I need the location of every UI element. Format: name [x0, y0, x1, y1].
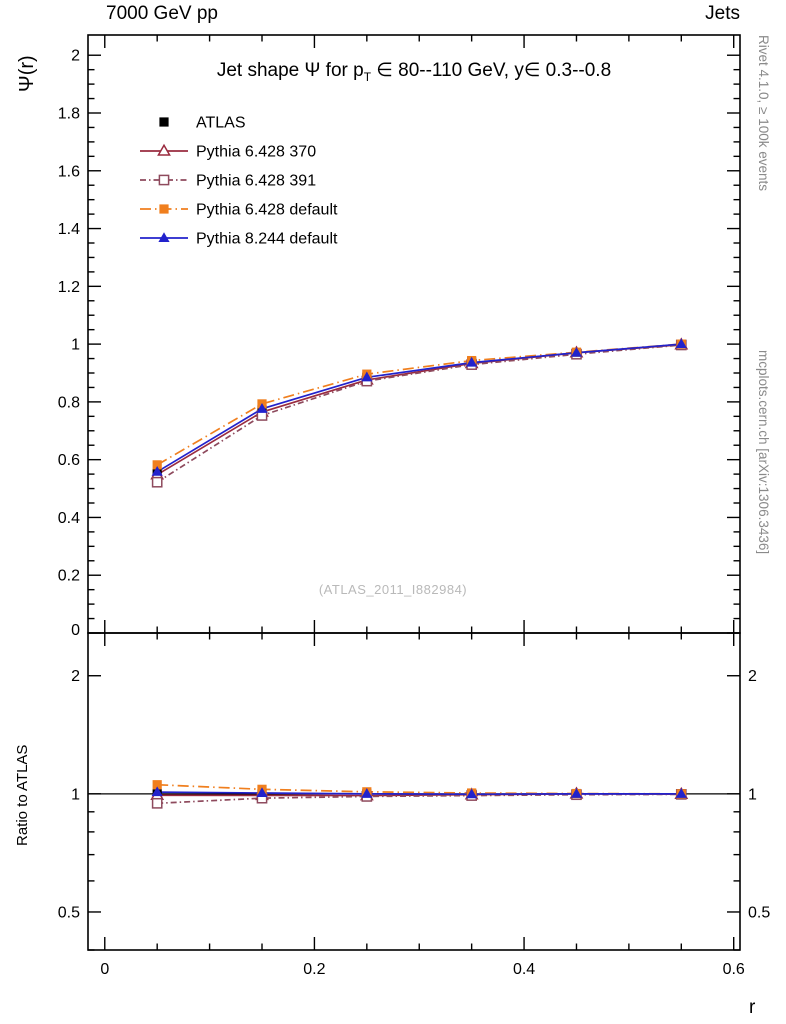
series-line-pythia-6-428-default — [156, 343, 682, 795]
series-markers-pythia-6-428-391 — [151, 339, 687, 809]
main-y-tick-label: 0.2 — [58, 568, 80, 585]
analysis-group-label: Jets — [705, 3, 740, 24]
mcplots-arxiv-stamp: mcplots.cern.ch [arXiv:1306.3436] — [756, 350, 771, 555]
axes — [88, 35, 740, 951]
main-y-tick-label: 1.2 — [58, 279, 80, 296]
x-tick-label: 0.4 — [513, 961, 535, 978]
ratio-panel-frame — [87, 632, 741, 951]
series-markers-pythia-6-428-default — [152, 339, 686, 799]
main-y-tick-label: 0 — [71, 622, 80, 639]
ratio-y-axis-title: Ratio to ATLAS — [14, 744, 31, 846]
series-markers-pythia-8-244-default — [151, 338, 687, 799]
analysis-id-watermark: (ATLAS_2011_I882984) — [318, 582, 468, 597]
main-y-tick-label: 2 — [71, 48, 80, 65]
main-panel-frame — [87, 34, 741, 634]
series-markers-pythia-6-428-370 — [150, 337, 689, 801]
ratio-y-tick-label: 0.5 — [58, 904, 80, 921]
axis-tick-labels: 0 0.2 0.4 0.6 0.8 1 1.2 1.4 1.6 1.8 2 0 0.2 0.4 0.6 0.5… — [58, 48, 771, 978]
rivet-version-stamp: Rivet 4.1.0, ≥ 100k events — [756, 35, 771, 191]
main-y-tick-label: 0.8 — [58, 394, 80, 411]
ratio-y-tick-label: 1 — [71, 786, 80, 803]
legend: ATLAS Pythia 6.428 370 Pythia 6.428 391 Pyt… — [140, 115, 338, 248]
main-y-tick-label: 1.6 — [58, 163, 80, 180]
series-markers-atlas — [152, 339, 686, 799]
main-y-tick-label: 1.8 — [58, 106, 80, 123]
legend-label: Pythia 6.428 370 — [196, 144, 316, 161]
x-tick-label: 0.6 — [723, 961, 745, 978]
main-y-tick-label: 1 — [71, 337, 80, 354]
ratio-y-tick-label-right: 1 — [748, 786, 757, 803]
series-line-pythia-6-428-391 — [156, 344, 682, 805]
x-tick-label: 0.2 — [303, 961, 325, 978]
main-y-tick-label: 0.4 — [58, 510, 80, 527]
legend-label: Pythia 8.244 default — [196, 231, 338, 248]
ratio-y-tick-label: 2 — [71, 668, 80, 685]
main-y-tick-label: 1.4 — [58, 221, 80, 238]
main-y-tick-label: 0.6 — [58, 452, 80, 469]
series-line-pythia-6-428-370 — [156, 343, 682, 797]
x-tick-label: 0 — [100, 961, 109, 978]
ratio-y-tick-label-right: 0.5 — [748, 904, 770, 921]
main-y-axis-title: Ψ(r) — [16, 55, 38, 92]
beam-label: 7000 GeV pp — [106, 3, 218, 24]
ratio-y-tick-label-right: 2 — [748, 668, 757, 685]
legend-label: Pythia 6.428 391 — [196, 173, 316, 190]
legend-label: Pythia 6.428 default — [196, 202, 338, 219]
legend-label: ATLAS — [196, 115, 246, 132]
plot-title: Jet shape Ψ for pT ∈ 80--110 GeV, y∈ 0.3… — [216, 60, 612, 84]
x-axis-title: r — [749, 997, 756, 1018]
series-line-pythia-8-244-default — [156, 343, 682, 796]
